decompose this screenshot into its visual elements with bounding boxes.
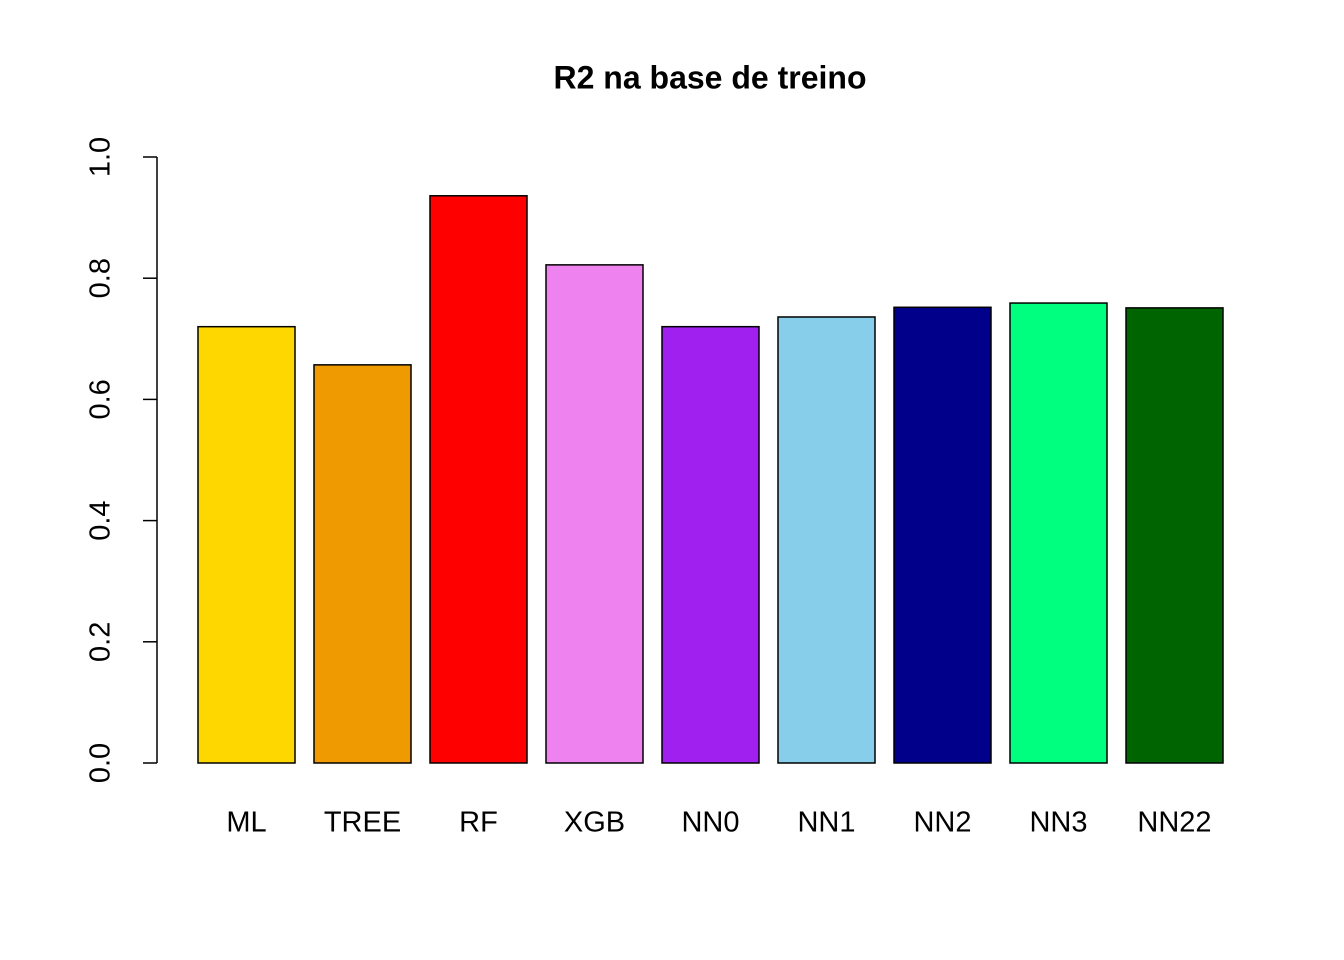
bar <box>1009 302 1108 764</box>
y-tick-label: 0.4 <box>85 500 117 540</box>
x-tick-label: NN3 <box>1029 807 1087 839</box>
bar <box>1125 307 1224 764</box>
y-tick-label: 0.6 <box>85 379 117 419</box>
x-tick-label: NN0 <box>681 807 739 839</box>
bar <box>429 195 528 764</box>
x-tick-label: NN2 <box>913 807 971 839</box>
chart-title: R2 na base de treino <box>554 59 867 95</box>
x-tick-label: TREE <box>324 807 401 839</box>
x-tick-label: XGB <box>564 807 625 839</box>
x-tick-label: NN1 <box>797 807 855 839</box>
bar <box>545 264 644 764</box>
x-tick-label: ML <box>226 807 266 839</box>
y-tick-label: 0.2 <box>85 622 117 662</box>
bar <box>661 325 760 764</box>
y-tick-label: 0.8 <box>85 258 117 298</box>
bar <box>893 306 992 764</box>
bar <box>197 325 296 764</box>
bar <box>313 364 412 764</box>
y-tick-label: 0.0 <box>85 743 117 783</box>
y-tick-label: 1.0 <box>85 137 117 177</box>
bar <box>777 316 876 764</box>
x-tick-label: NN22 <box>1137 807 1211 839</box>
x-tick-label: RF <box>459 807 498 839</box>
